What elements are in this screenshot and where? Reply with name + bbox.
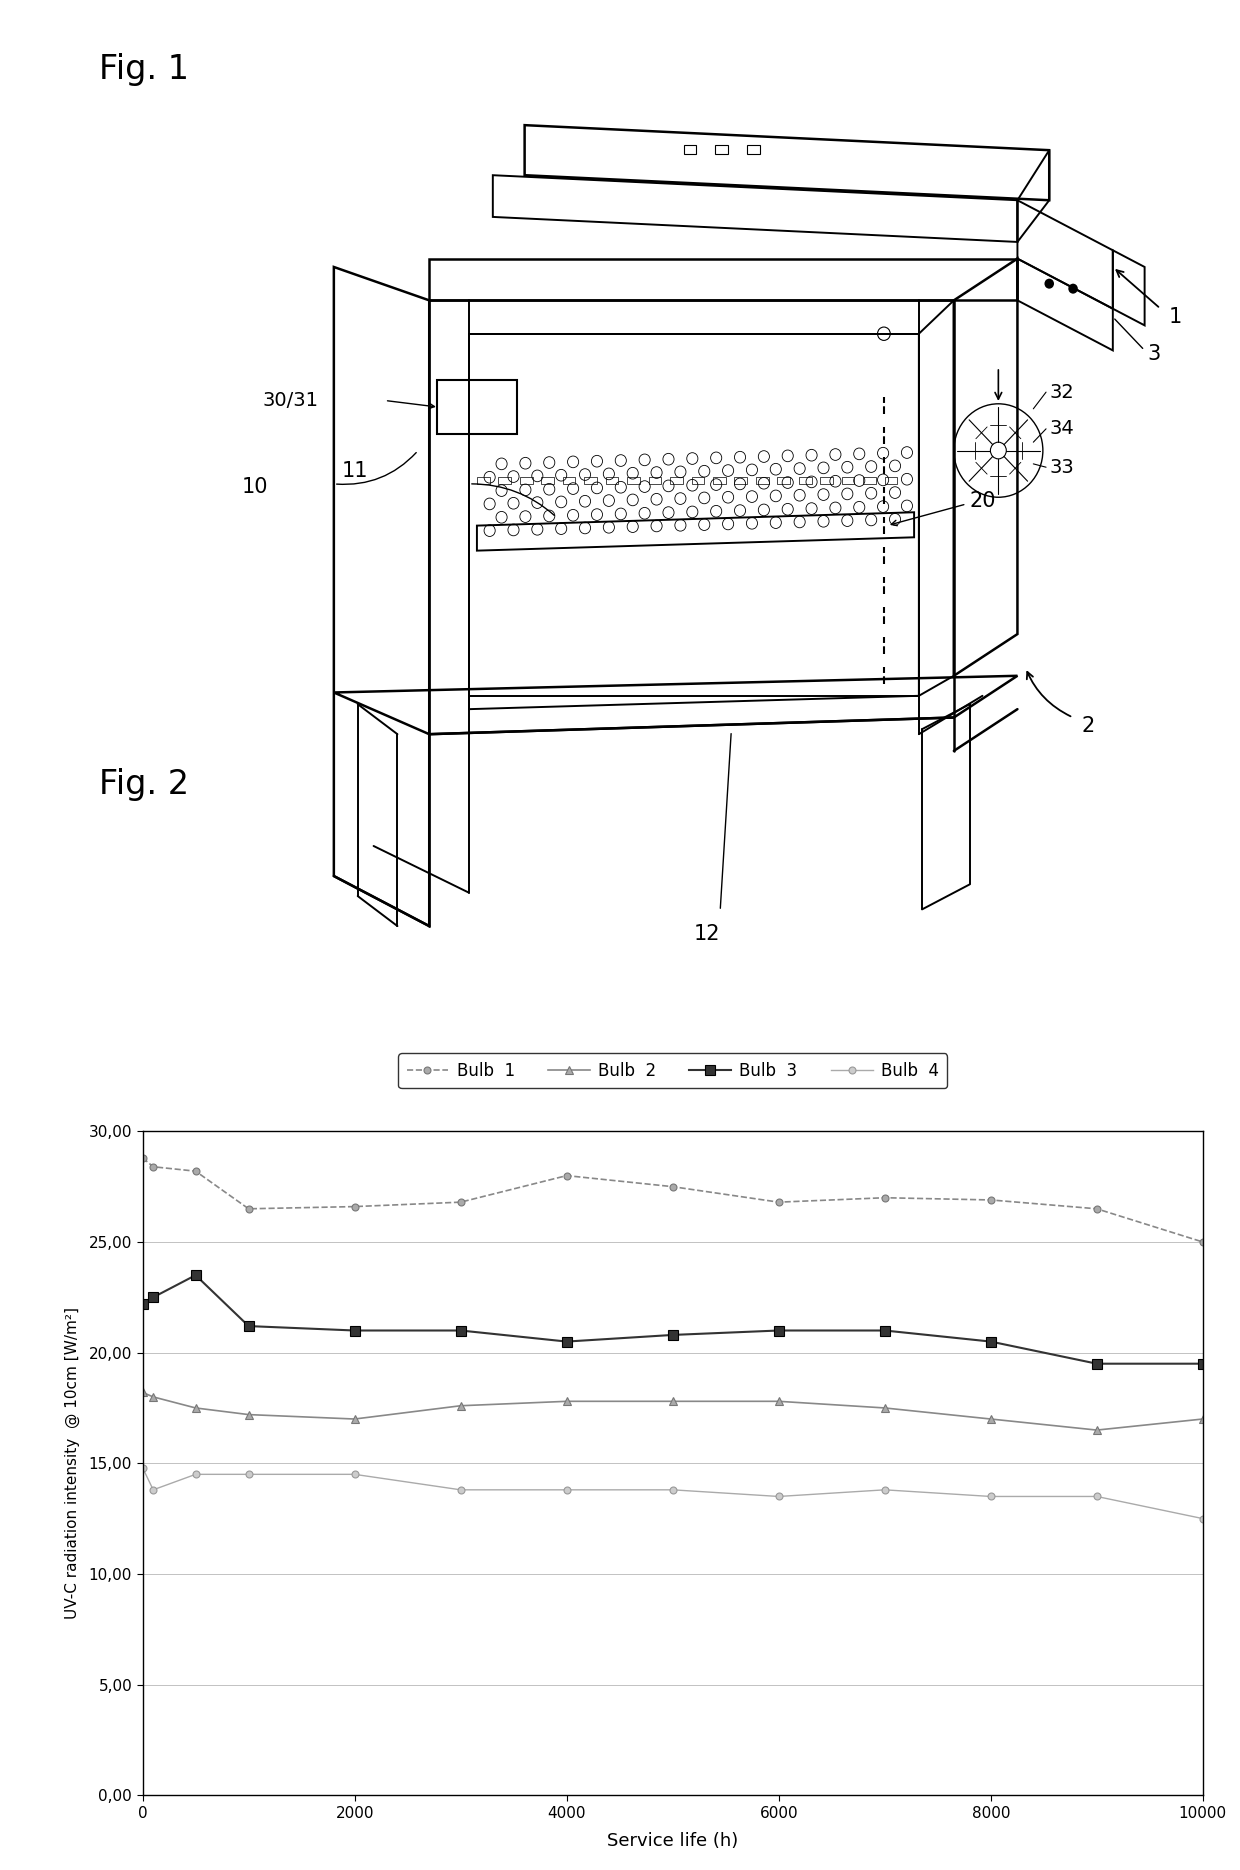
Bar (584, 477, 596, 484)
Text: 10: 10 (242, 477, 268, 497)
Bar (670, 477, 683, 484)
Bar (563, 477, 575, 484)
Text: Fig. 2: Fig. 2 (98, 767, 188, 800)
Y-axis label: UV-C radiation intensity  @ 10cm [W/m²]: UV-C radiation intensity @ 10cm [W/m²] (66, 1307, 81, 1619)
Bar (683, 146, 697, 153)
Text: 2: 2 (1081, 716, 1094, 737)
Text: 34: 34 (1049, 419, 1074, 438)
Text: 20: 20 (970, 490, 996, 511)
Circle shape (1044, 279, 1054, 288)
Text: 32: 32 (1049, 383, 1074, 402)
Bar (777, 477, 790, 484)
Text: Fig. 1: Fig. 1 (98, 54, 188, 86)
Legend: Bulb  1, Bulb  2, Bulb  3, Bulb  4: Bulb 1, Bulb 2, Bulb 3, Bulb 4 (398, 1053, 947, 1088)
Text: 3: 3 (1148, 344, 1161, 365)
Circle shape (1069, 284, 1078, 294)
Bar (821, 477, 833, 484)
Bar (748, 146, 760, 153)
Bar (520, 477, 532, 484)
Text: 12: 12 (694, 924, 720, 944)
X-axis label: Service life (h): Service life (h) (608, 1833, 738, 1849)
Bar (542, 477, 554, 484)
Text: 33: 33 (1049, 458, 1074, 477)
Bar (799, 477, 811, 484)
Bar (477, 477, 490, 484)
Bar (438, 380, 517, 434)
Bar (713, 477, 725, 484)
Bar (842, 477, 854, 484)
Bar (649, 477, 661, 484)
Text: 11: 11 (342, 460, 368, 481)
Bar (756, 477, 769, 484)
Bar (734, 477, 748, 484)
Bar (605, 477, 619, 484)
Bar (863, 477, 875, 484)
Bar (498, 477, 511, 484)
Text: 30/31: 30/31 (263, 391, 319, 410)
Bar (884, 477, 898, 484)
Text: 1: 1 (1168, 307, 1182, 327)
Bar (715, 146, 728, 153)
Bar (692, 477, 704, 484)
Bar (627, 477, 640, 484)
